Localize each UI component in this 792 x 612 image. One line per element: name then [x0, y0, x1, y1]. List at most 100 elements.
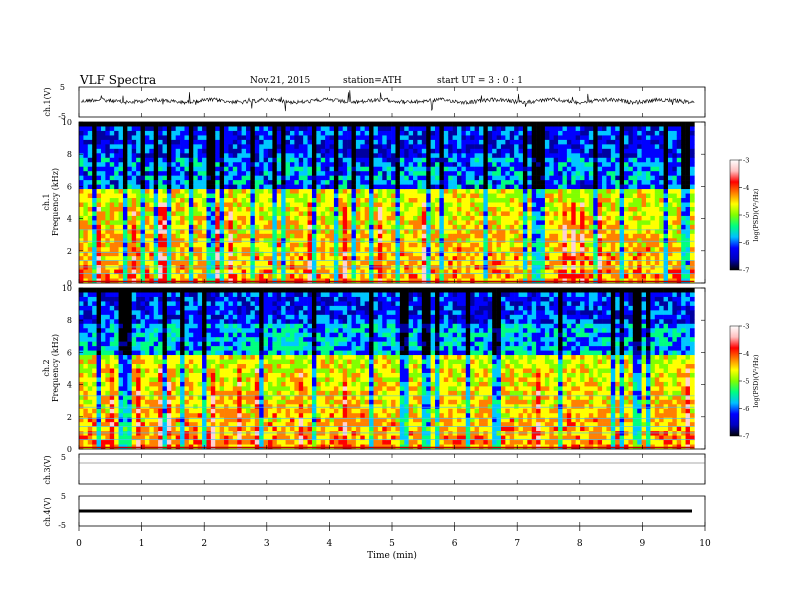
spectrogram-cell — [276, 175, 282, 181]
spectrogram-cell — [580, 224, 585, 230]
spectrogram-cell — [681, 198, 686, 203]
spectrogram-cell — [544, 144, 550, 150]
spectrogram-cell — [268, 260, 273, 266]
spectrogram-cell — [478, 238, 484, 244]
spectrogram-cell — [162, 233, 168, 239]
spectrogram-cell — [575, 242, 581, 248]
spectrogram-cell — [377, 211, 383, 217]
spectrogram-cell — [540, 126, 546, 132]
spectrogram-cell — [439, 215, 445, 221]
spectrogram-cell — [549, 202, 555, 208]
spectrogram-cell — [268, 265, 273, 270]
spectrogram-cell — [531, 251, 537, 257]
spectrogram-cell — [136, 242, 141, 248]
spectrogram-cell — [430, 171, 436, 176]
spectrogram-cell — [219, 224, 225, 230]
spectrogram-cell — [263, 242, 269, 248]
spectrogram-cell — [325, 198, 330, 203]
spectrogram-cell — [281, 265, 286, 270]
spectrogram-cell — [329, 265, 335, 270]
spectrogram-cell — [386, 126, 392, 132]
spectrogram-cell — [360, 135, 366, 141]
spectrogram-cell — [659, 256, 664, 261]
spectrogram-cell — [413, 135, 418, 141]
spectrogram-cell — [478, 135, 484, 141]
spectrogram-cell — [114, 198, 119, 203]
spectrogram-cell — [509, 130, 515, 136]
spectrogram-cell — [281, 139, 286, 145]
spectrogram-cell — [263, 193, 269, 199]
spectrogram-cell — [646, 265, 651, 270]
spectrogram-cell — [615, 202, 620, 208]
spectrogram-cell — [303, 189, 308, 194]
spectrogram-cell — [254, 260, 260, 266]
spectrogram-cell — [637, 242, 642, 248]
spectrogram-cell — [259, 153, 264, 159]
spectrogram-cell — [237, 247, 242, 252]
spectrogram-cell — [158, 238, 163, 244]
spectrogram-cell — [281, 260, 286, 266]
spectrogram-cell — [584, 153, 590, 159]
spectrogram-cell — [250, 180, 256, 185]
spectrogram-cell — [232, 139, 238, 145]
spectrogram-cell — [202, 148, 207, 154]
spectrogram-cell — [96, 265, 102, 270]
spectrogram-cell — [259, 269, 264, 275]
spectrogram-cell — [606, 122, 612, 127]
spectrogram-cell — [79, 256, 84, 261]
spectrogram-cell — [202, 153, 207, 159]
spectrogram-cell — [478, 189, 484, 194]
spectrogram-cell — [127, 193, 133, 199]
spectrogram-cell — [162, 148, 168, 154]
spectrogram-cell — [597, 256, 603, 261]
spectrogram-cell — [210, 184, 216, 190]
spectrogram-cell — [558, 139, 563, 145]
spectrogram-cell — [641, 274, 647, 279]
spectrogram-cell — [347, 224, 352, 230]
spectrogram-cell — [632, 171, 638, 176]
spectrogram-cell — [136, 153, 141, 159]
spectrogram-cell — [202, 175, 207, 181]
spectrogram-cell — [496, 184, 502, 190]
spectrogram-cell — [628, 184, 634, 190]
spectrogram-cell — [505, 260, 511, 266]
spectrogram-cell — [364, 148, 370, 154]
spectrogram-cell — [153, 144, 159, 150]
spectrogram-cell — [646, 180, 651, 185]
spectrogram-cell — [382, 265, 387, 270]
spectrogram-cell — [188, 274, 194, 279]
spectrogram-cell — [632, 153, 638, 159]
spectrogram-cell — [663, 171, 669, 176]
spectrogram-cell — [87, 184, 93, 190]
spectrogram-cell — [536, 247, 541, 252]
spectrogram-cell — [351, 265, 357, 270]
spectrogram-cell — [619, 206, 625, 212]
spectrogram-cell — [404, 229, 409, 235]
spectrogram-cell — [162, 126, 168, 132]
spectrogram-cell — [527, 220, 533, 226]
spectrogram-cell — [685, 130, 691, 136]
spectrogram-cell — [351, 162, 357, 168]
spectrogram-cell — [637, 135, 642, 141]
spectrogram-cell — [100, 224, 106, 230]
spectrogram-cell — [685, 153, 691, 159]
spectrogram-cell — [408, 229, 414, 235]
spectrogram-cell — [478, 180, 484, 185]
spectrogram-cell — [465, 139, 471, 145]
spectrogram-cell — [171, 247, 176, 252]
spectrogram-cell — [184, 229, 190, 235]
spectrogram-cell — [162, 122, 168, 127]
spectrogram-cell — [659, 148, 664, 154]
spectrogram-cell — [562, 157, 568, 163]
spectrogram-cell — [281, 135, 286, 141]
spectrogram-cell — [496, 247, 502, 252]
spectrogram-cell — [307, 126, 313, 132]
spectrogram-cell — [386, 144, 392, 150]
spectrogram-cell — [602, 211, 607, 217]
spectrogram-cell — [413, 242, 418, 248]
spectrogram-cell — [219, 211, 225, 217]
spectrogram-cell — [667, 215, 673, 221]
spectrogram-cell — [382, 166, 387, 172]
spectrogram-cell — [650, 153, 656, 159]
spectrogram-cell — [206, 139, 212, 145]
